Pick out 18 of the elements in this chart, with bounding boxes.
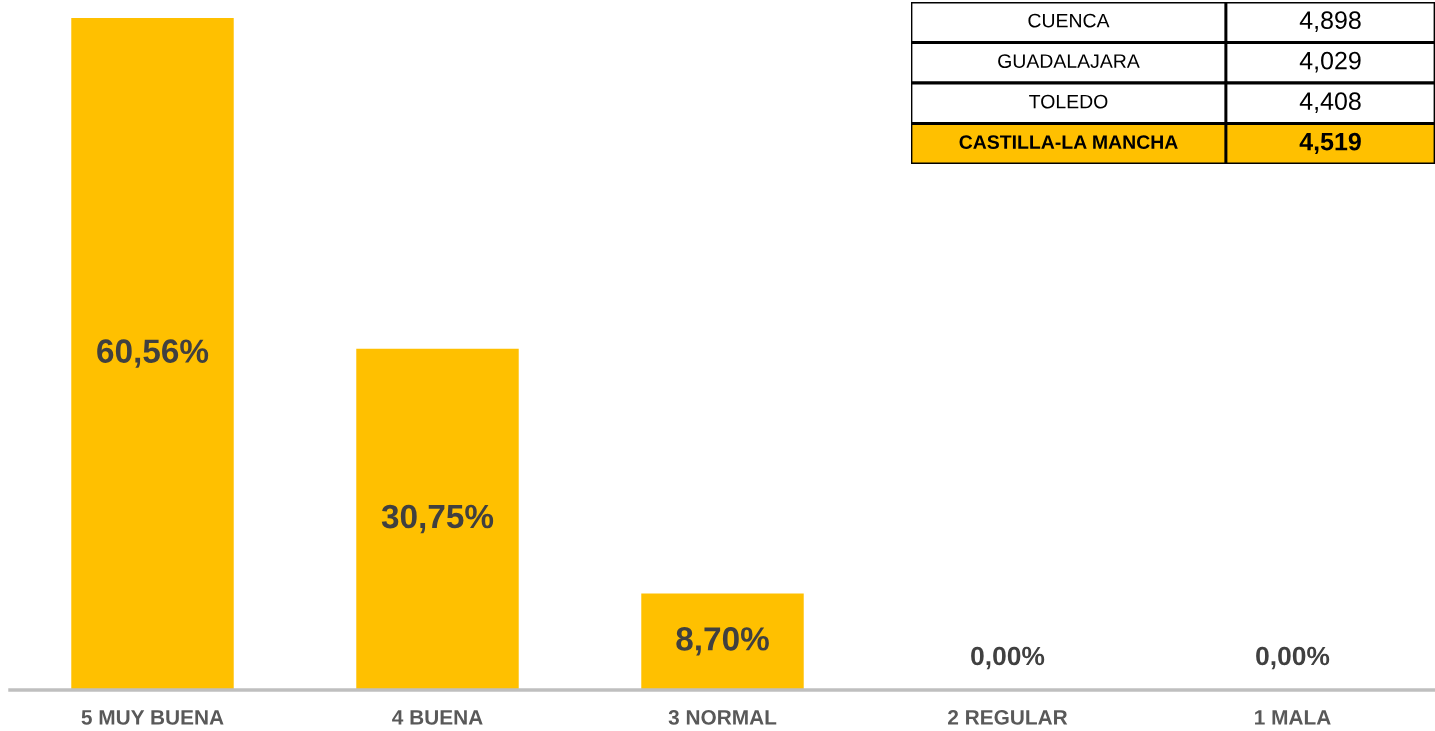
data-label: 8,70% [676,627,769,656]
category-label: CASTILLA-LA MANCHA [959,135,1178,149]
text: 4,029 [1299,51,1361,73]
category-label: GUADALAJARA [998,54,1140,68]
text: 4,519 [1299,132,1361,155]
x-tick-label: 3 NORMAL [668,709,777,725]
x-tick-label: 1 MALA [1255,710,1331,725]
x-tick-label: 2 REGULAR [948,709,1068,725]
category-label: CUENCA [1028,13,1110,28]
category-label: TOLEDO [1029,94,1108,109]
data-label: 0,00% [971,646,1045,670]
data-label: 60,56% [97,339,209,368]
x-tick-label: 5 MUY BUENA [81,710,224,725]
text: 4,408 [1299,92,1361,113]
data-label: 0,00% [1256,646,1330,670]
text: 4,898 [1299,11,1361,32]
x-tick-label: 4 BUENA [392,710,483,725]
data-label: 30,75% [381,504,494,534]
